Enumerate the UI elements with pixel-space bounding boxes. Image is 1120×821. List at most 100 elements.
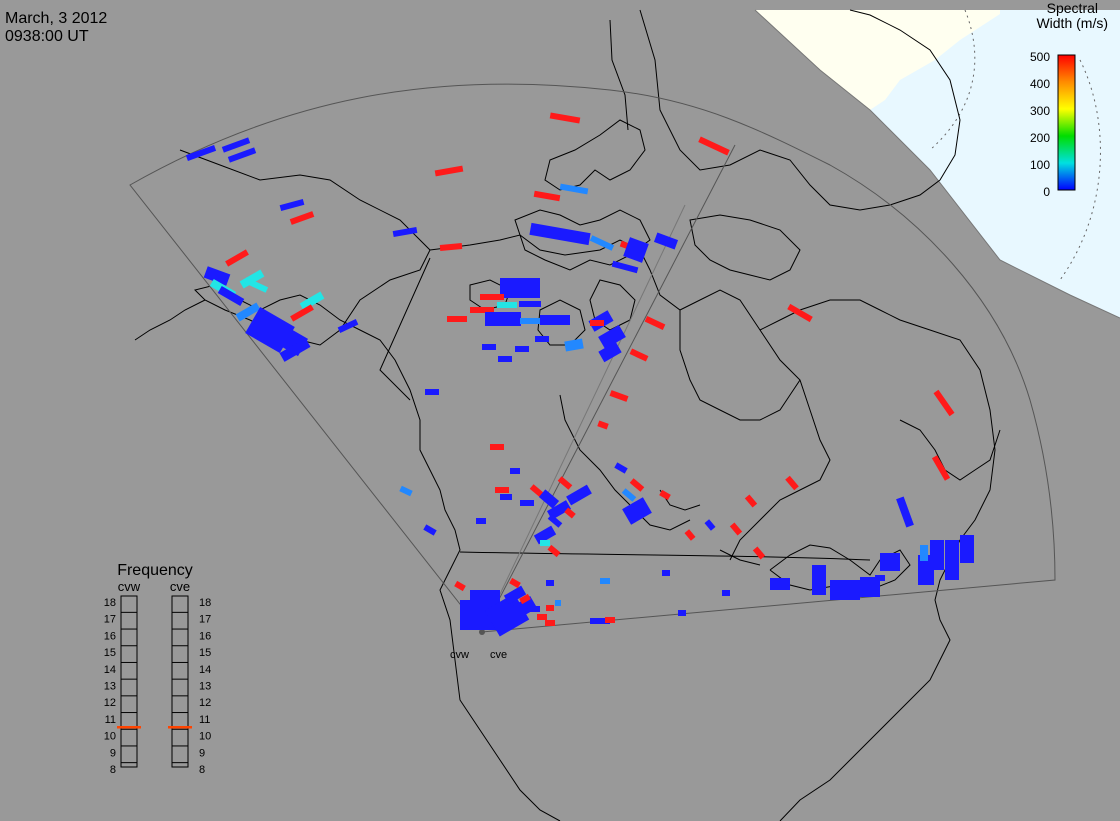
- scatter-bar: [497, 302, 517, 308]
- scatter-bar: [434, 165, 464, 177]
- scatter-bar: [684, 529, 696, 541]
- scatter-bar: [470, 307, 494, 313]
- scatter-bar: [530, 606, 540, 612]
- scatter-bar: [875, 575, 885, 581]
- scatter-bar: [490, 444, 504, 450]
- scatter-bar: [500, 494, 512, 500]
- scatter-bar: [557, 476, 573, 490]
- frequency-tick-label: 14: [199, 664, 211, 676]
- scatter-bar: [770, 578, 790, 590]
- scatter-bar: [529, 222, 591, 246]
- scatter-bar: [545, 620, 555, 626]
- scatter-bar: [509, 577, 521, 589]
- frequency-tick-label: 16: [104, 630, 116, 642]
- scatter-bar: [454, 580, 466, 592]
- frequency-tick-label: 11: [199, 714, 210, 726]
- time-label: 0938:00 UT: [5, 28, 89, 45]
- scatter-bar: [787, 303, 813, 323]
- scatter-bar: [227, 147, 257, 163]
- colorbar-tick-label: 400: [1030, 77, 1050, 91]
- scatter-bar: [299, 291, 325, 311]
- scatter-bar: [239, 269, 265, 289]
- frequency-tick-label: 12: [104, 697, 116, 709]
- colorbar-title-line1: Spectral: [1047, 0, 1098, 16]
- scatter-bar: [678, 610, 686, 616]
- frequency-tick-label: 12: [199, 697, 211, 709]
- scatter-bar: [519, 301, 541, 307]
- scatter-bar: [546, 580, 554, 586]
- scatter-bar: [600, 578, 610, 584]
- scatter-bar: [447, 316, 467, 322]
- scatter-bar: [519, 593, 531, 605]
- scatter-bar: [653, 232, 679, 250]
- scatter-bar: [830, 580, 860, 600]
- frequency-tick-label: 13: [199, 681, 211, 693]
- radar-label-cve: cve: [490, 649, 507, 661]
- scatter-bar: [564, 507, 576, 519]
- scatter-bar: [546, 500, 572, 520]
- scatter-bar: [945, 540, 959, 580]
- scatter-bar: [540, 315, 570, 325]
- scatter-bar: [243, 277, 269, 293]
- scatter-bar: [512, 595, 538, 619]
- scatter-bar: [515, 346, 529, 352]
- scatter-bar: [564, 338, 584, 352]
- scatter-bar: [476, 518, 486, 524]
- scatter-bar: [931, 455, 951, 481]
- scatter-bar: [729, 522, 743, 536]
- scatter-bar: [520, 500, 534, 506]
- scatter-bar: [698, 136, 730, 156]
- frequency-panel: Frequency cvw cve 1817161514131211109818…: [104, 562, 212, 776]
- frequency-tick-label: 15: [199, 647, 211, 659]
- scatter-bar: [503, 585, 527, 605]
- colorbar-tick-label: 500: [1030, 50, 1050, 64]
- frequency-tick-label: 11: [105, 714, 116, 726]
- scatter-bar: [659, 489, 671, 501]
- scatter-bar: [392, 226, 418, 238]
- fov-outline: [129, 83, 1056, 633]
- colorbar-title-line2: Width (m/s): [1036, 15, 1108, 31]
- frequency-tick-label: 14: [104, 664, 116, 676]
- scatter-bar: [279, 338, 311, 362]
- scatter-bar: [533, 525, 557, 545]
- scatter-bar: [590, 320, 604, 326]
- scatter-bar: [644, 316, 666, 330]
- colorbar-tick-label: 0: [1043, 185, 1050, 199]
- scatter-bar: [529, 484, 545, 498]
- scatter-bar: [933, 389, 955, 417]
- frequency-tick-label: 18: [104, 597, 116, 609]
- scatter-bar: [399, 485, 413, 497]
- colorbar-ticks: 500 400 300 200 100 0: [1030, 50, 1050, 199]
- scatter-bar: [439, 243, 463, 251]
- scatter-bar: [535, 336, 549, 342]
- scatter-bar: [485, 312, 521, 326]
- scatter-bar: [623, 237, 649, 263]
- scatter-bar: [547, 514, 563, 528]
- frequency-col-cve: cve: [170, 579, 190, 594]
- scatter-bar: [920, 545, 928, 561]
- scatter-bar: [629, 478, 645, 492]
- frequency-tick-label: 15: [104, 647, 116, 659]
- colorbar-tick-label: 200: [1030, 131, 1050, 145]
- frequency-tick-label: 13: [104, 681, 116, 693]
- radar-site-marker: [479, 629, 485, 635]
- scatter-bar: [549, 112, 581, 124]
- scatter-bar: [538, 489, 560, 509]
- scatter-bar: [546, 605, 554, 611]
- scatter-bar: [860, 577, 880, 597]
- scatter-bar: [812, 565, 826, 595]
- frequency-tick-label: 8: [110, 764, 116, 776]
- scatter-bar: [423, 524, 437, 536]
- scatter-bar: [480, 294, 504, 300]
- frequency-tick-label: 8: [199, 764, 205, 776]
- scatter-bar: [880, 553, 900, 571]
- colorbar: Spectral Width (m/s) 500 400 300 200 100 0: [1030, 0, 1108, 199]
- date-label: March, 3 2012: [5, 10, 107, 27]
- frequency-box-cvw: [120, 595, 138, 768]
- terminator-region: [754, 9, 1120, 319]
- scatter-bar: [704, 519, 716, 531]
- scatter-bar: [235, 302, 261, 322]
- frequency-tick-label: 17: [104, 614, 116, 626]
- scatter-bar: [744, 494, 758, 508]
